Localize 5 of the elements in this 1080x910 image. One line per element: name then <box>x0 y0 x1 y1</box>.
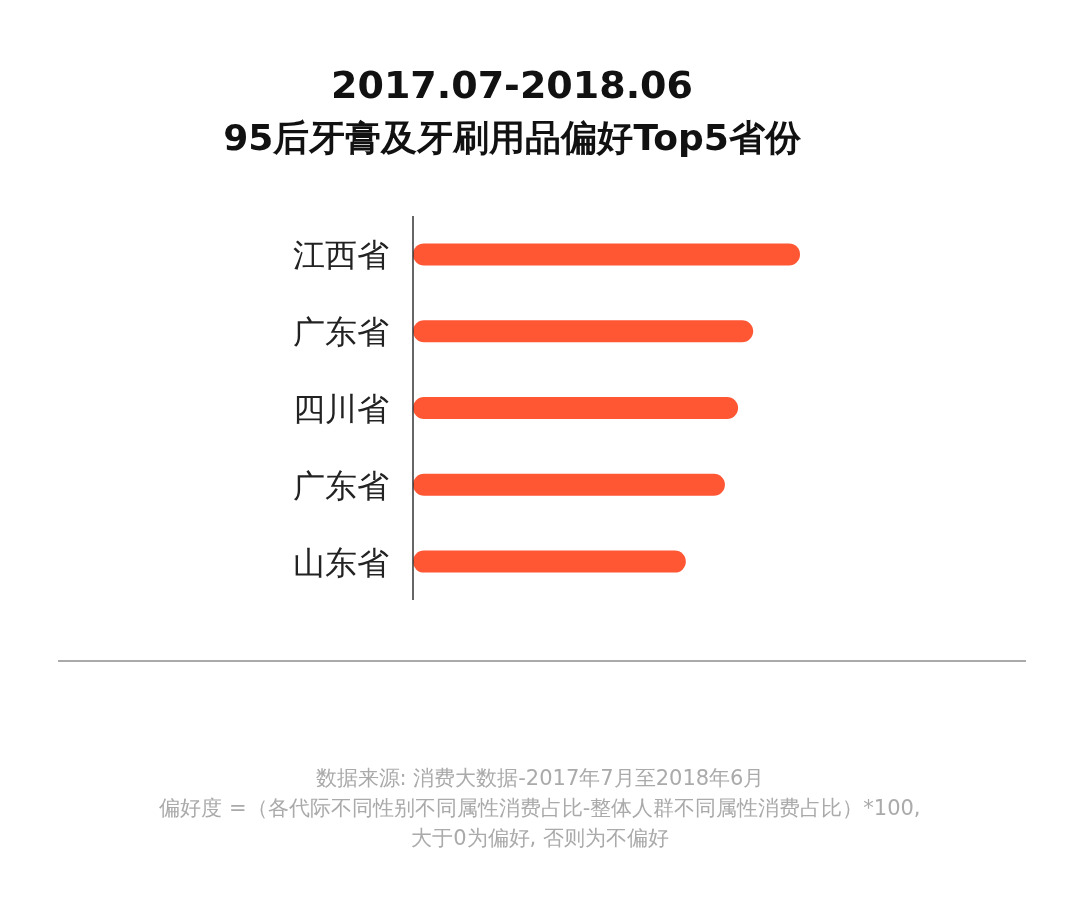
subtitle: 95后牙膏及牙刷用品偏好Top5省份 <box>223 117 801 158</box>
title: 2017.07-2018.06 <box>331 63 693 107</box>
annotation: 偏好度 =（各代际不同性别不同属性消费占比-整体人群不同属性消费占比）*100, <box>159 796 921 820</box>
annotation: 大于0为偏好, 否则为不偏好 <box>411 826 669 850</box>
annotation: 数据来源: 消费大数据-2017年7月至2018年6月 <box>315 766 765 790</box>
